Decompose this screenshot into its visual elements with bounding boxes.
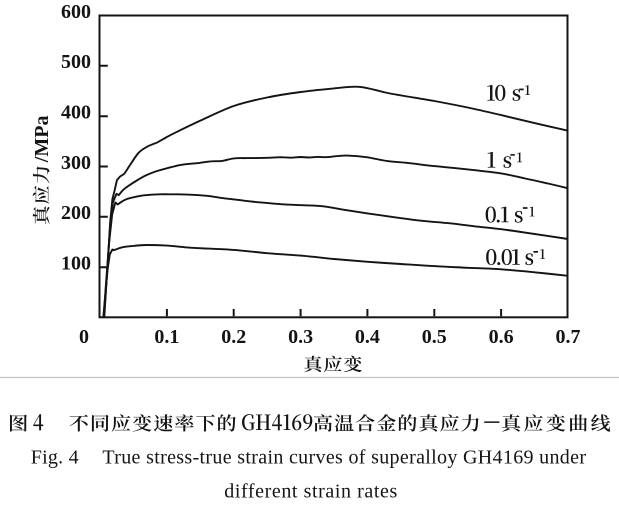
svg-text:0.6: 0.6 [489, 326, 514, 348]
svg-text:100: 100 [61, 253, 91, 275]
svg-text:0.5: 0.5 [422, 326, 447, 348]
svg-text:600: 600 [61, 1, 91, 23]
svg-text:/MPa: /MPa [31, 116, 53, 164]
svg-text:0.3: 0.3 [288, 326, 313, 348]
svg-text:200: 200 [61, 202, 91, 224]
svg-text:different strain rates: different strain rates [224, 481, 397, 503]
svg-text:400: 400 [61, 102, 91, 124]
svg-text:500: 500 [61, 51, 91, 73]
svg-text:0.7: 0.7 [556, 326, 581, 348]
svg-text:True stress-true strain curves: True stress-true strain curves of supera… [102, 447, 586, 469]
svg-text:0.4: 0.4 [355, 326, 380, 348]
svg-text:0.1: 0.1 [154, 326, 179, 348]
svg-text:0.2: 0.2 [221, 326, 246, 348]
svg-text:Fig. 4: Fig. 4 [31, 447, 79, 469]
svg-text:300: 300 [61, 152, 91, 174]
svg-text:0: 0 [79, 326, 89, 348]
